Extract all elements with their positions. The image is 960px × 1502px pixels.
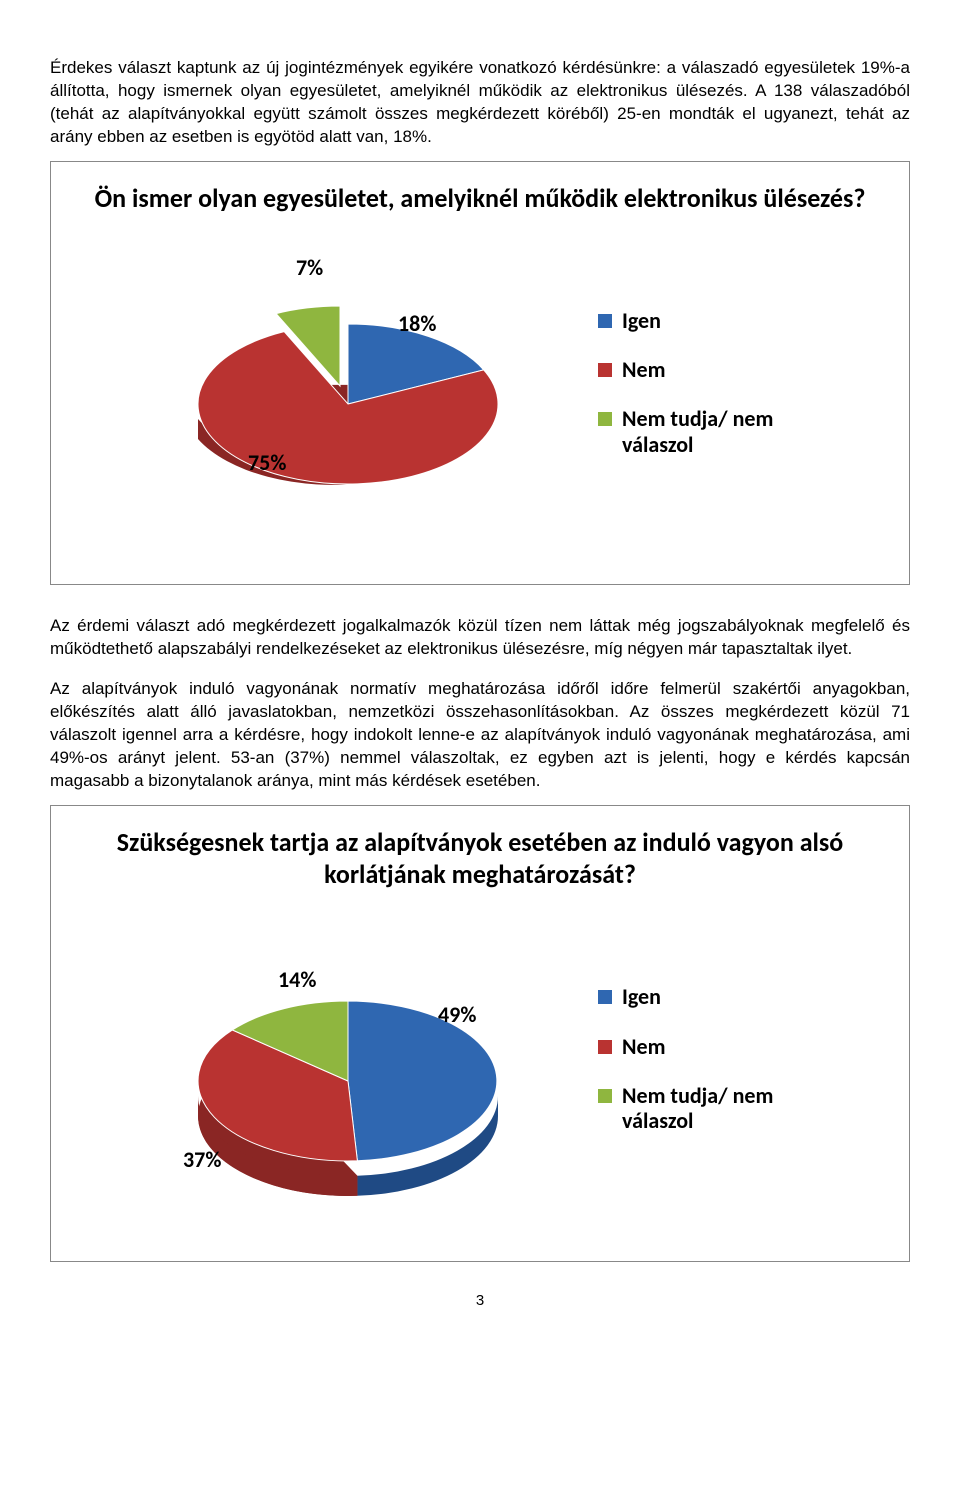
chart1-legend-igen: Igen (598, 308, 822, 333)
chart2-legend-nem: Nem (598, 1034, 822, 1059)
chart1-pct-nem: 75% (248, 449, 286, 476)
chart1-legend-nemtudja: Nem tudja/ nem válaszol (598, 406, 822, 457)
page-number: 3 (50, 1292, 910, 1309)
chart1-legend: Igen Nem Nem tudja/ nem válaszol (598, 308, 822, 481)
paragraph-middle-2: Az alapítványok induló vagyonának normat… (50, 678, 910, 793)
legend-swatch (598, 363, 612, 377)
paragraph-intro-1: Érdekes választ kaptunk az új jogintézmé… (50, 57, 910, 149)
chart1-title: Ön ismer olyan egyesületet, amelyiknél m… (81, 182, 879, 215)
chart2-pct-igen: 49% (438, 1001, 476, 1028)
chart2-legend: Igen Nem Nem tudja/ nem válaszol (598, 984, 822, 1157)
chart2-title: Szükségesnek tartja az alapítványok eset… (81, 826, 879, 891)
chart2-pct-nem: 37% (183, 1146, 221, 1173)
chart2-legend-igen: Igen (598, 984, 822, 1009)
chart2-pie: 49% 37% 14% (138, 911, 558, 1231)
chart2-pct-nemtudja: 14% (278, 966, 316, 993)
chart2-legend-nemtudja: Nem tudja/ nem válaszol (598, 1083, 822, 1134)
legend-swatch (598, 412, 612, 426)
legend-swatch (598, 1040, 612, 1054)
chart1-legend-nem: Nem (598, 357, 822, 382)
chart1-pct-nemtudja: 7% (296, 254, 323, 281)
legend-swatch (598, 1089, 612, 1103)
legend-label: Nem (622, 357, 665, 382)
legend-swatch (598, 990, 612, 1004)
chart1-pie: 18% 75% 7% (138, 234, 558, 554)
legend-label: Nem tudja/ nem válaszol (622, 406, 822, 457)
paragraph-middle-1: Az érdemi választ adó megkérdezett jogal… (50, 615, 910, 661)
legend-swatch (598, 314, 612, 328)
chart-starting-capital: Szükségesnek tartja az alapítványok eset… (50, 805, 910, 1262)
legend-label: Nem tudja/ nem válaszol (622, 1083, 822, 1134)
chart1-pct-igen: 18% (398, 310, 436, 337)
legend-label: Igen (622, 308, 661, 333)
chart-electronic-meeting: Ön ismer olyan egyesületet, amelyiknél m… (50, 161, 910, 586)
legend-label: Igen (622, 984, 661, 1009)
legend-label: Nem (622, 1034, 665, 1059)
